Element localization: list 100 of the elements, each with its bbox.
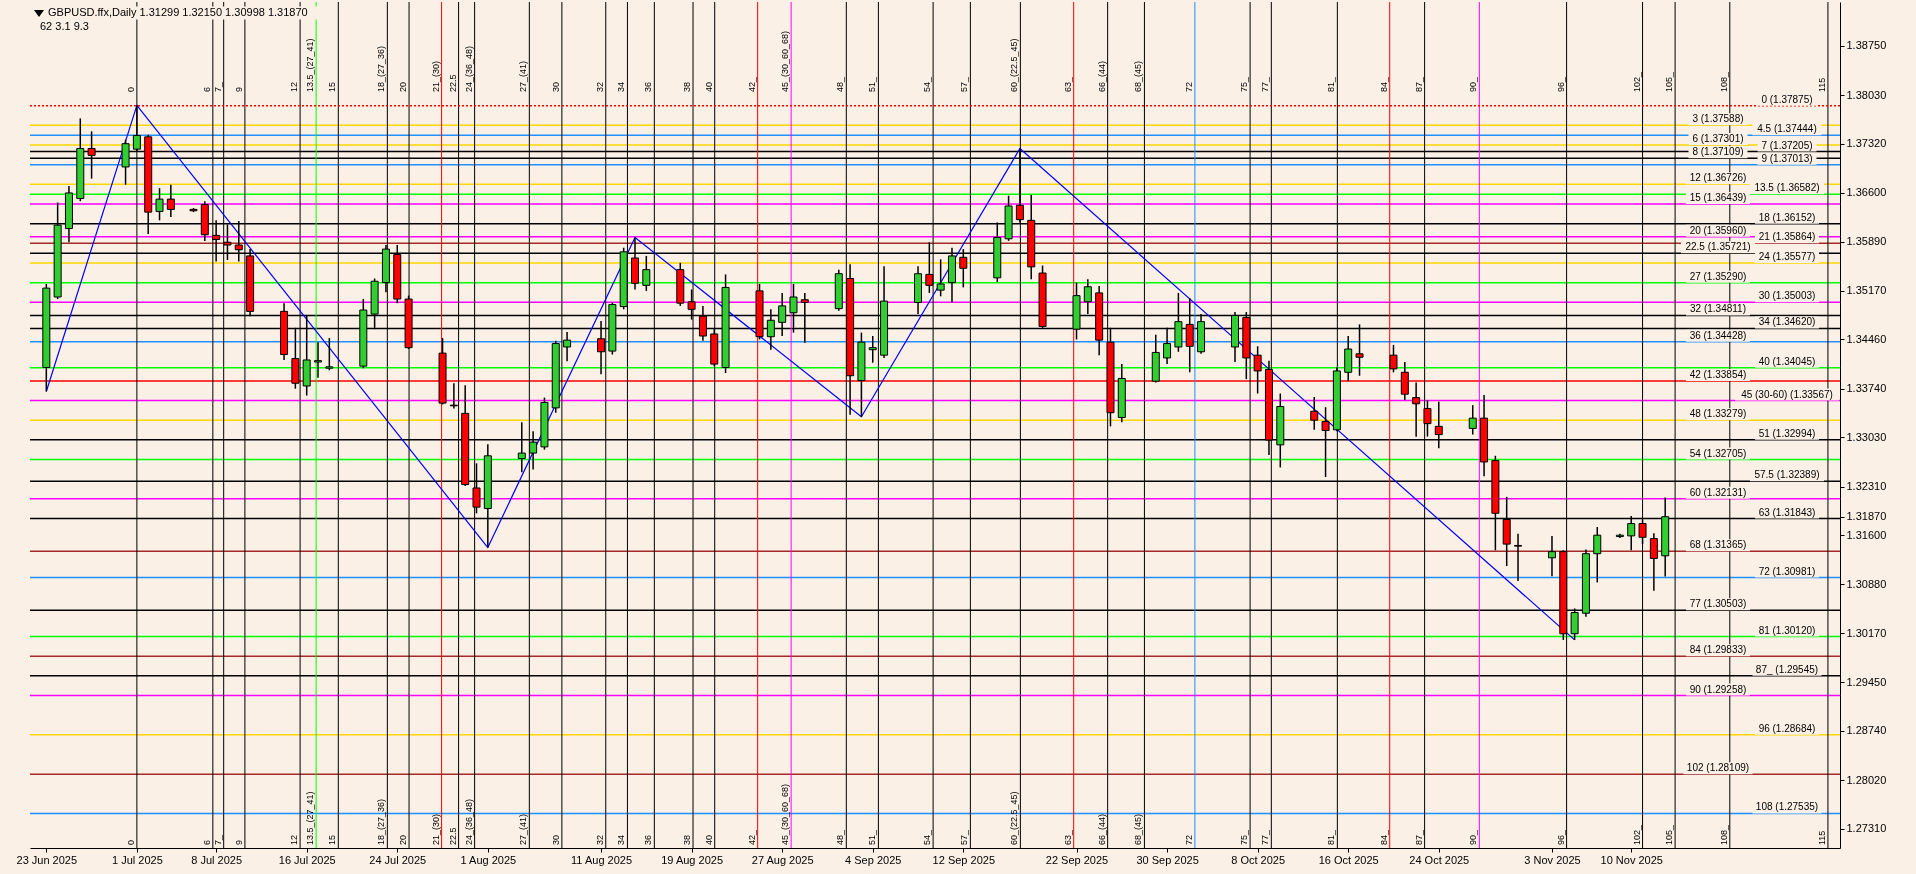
x-tick-label: 22 Sep 2025	[1045, 853, 1109, 866]
ref-line-label: 24 (1.35577)	[1758, 250, 1816, 262]
ref-line-label: 96 (1.28684)	[1758, 722, 1816, 734]
y-tick-label: 1.28740	[1846, 724, 1887, 737]
ref-line-label: 108_	[1718, 70, 1729, 92]
text: 102_	[1631, 824, 1642, 845]
y-tick-label: 1.37320	[1846, 137, 1887, 150]
x-tick-label: 16 Oct 2025	[1318, 853, 1379, 866]
ref-line-label: 27 (1.35290)	[1689, 270, 1747, 282]
ref-line-label: 15 (1.36439)	[1689, 191, 1747, 203]
ref-line-label: 102 (1.28109)	[1686, 762, 1750, 774]
text: 57_	[959, 829, 970, 845]
ref-line-label: 32 (1.34811)	[1690, 303, 1746, 315]
ref-line-label: 36 (1.34428)	[1689, 329, 1747, 341]
text: 22.5	[447, 827, 458, 845]
x-tick-label: 30 Sep 2025	[1136, 853, 1199, 866]
y-tick-label: 1.35890	[1846, 235, 1887, 248]
ref-line-label: 22.5	[447, 74, 458, 92]
ref-line-label: 75_	[1239, 75, 1250, 92]
ref-line-label: 18 (1.36152)	[1758, 211, 1816, 223]
x-tick-label: 11 Aug 2025	[571, 853, 633, 866]
ref-line-label: 12 (1.36726)	[1689, 172, 1747, 184]
x-tick-label: 23 Jun 2025	[16, 853, 78, 866]
ref-line-label: 4.5 (1.37444)	[1757, 123, 1817, 135]
y-tick-label: 1.35170	[1846, 284, 1887, 297]
ref-line-label: 45 (30-60) (1.33567)	[1741, 388, 1833, 400]
text: 87_	[1413, 829, 1424, 845]
ref-line-label: 9	[233, 86, 244, 92]
text: 63_	[1062, 829, 1073, 845]
text: 77_	[1260, 829, 1271, 845]
text: 54_	[922, 829, 933, 845]
ref-line-label: 40	[703, 81, 714, 92]
text: 66_(44)	[1096, 813, 1107, 845]
y-tick-label: 1.34460	[1846, 332, 1887, 345]
text: 51_	[867, 829, 878, 845]
ref-line-label: 60 (1.32131)	[1689, 486, 1747, 498]
y-tick-label: 1.29450	[1846, 675, 1887, 688]
x-tick-label: 27 Aug 2025	[751, 853, 814, 866]
text: 38	[682, 834, 693, 845]
ref-line-label: 34	[616, 81, 627, 92]
ref-line-label: 68 (1.31365)	[1689, 539, 1747, 551]
text: 6	[201, 839, 212, 845]
ref-line-label: 87_	[1413, 75, 1424, 92]
ref-line-label: 0 (1.37875)	[1761, 93, 1813, 105]
text: 81_	[1326, 829, 1337, 845]
ref-line-label: 24_(36_48)	[463, 45, 474, 92]
ref-line-label: 90 (1.29258)	[1689, 683, 1747, 695]
ref-line-label: 115	[1816, 77, 1827, 92]
text: 84_	[1378, 829, 1389, 845]
ref-line-label: 21 (1.35864)	[1758, 231, 1816, 243]
ref-line-label: 21_(30)	[430, 60, 441, 92]
text: 96_	[1555, 829, 1566, 845]
ref-line-label: 108 (1.27535)	[1755, 801, 1819, 813]
text: 115	[1816, 830, 1827, 845]
ref-line-label: 13.5_(27_41)	[305, 38, 316, 92]
ref-line-label: 66_(44)	[1096, 60, 1107, 92]
x-tick-label: 12 Sep 2025	[932, 853, 995, 866]
text: 62 3.1 9.3	[40, 20, 89, 32]
ref-line-label: 34 (1.34620)	[1758, 316, 1816, 328]
ref-line-label: 0	[125, 86, 136, 92]
x-tick-label: 24 Oct 2025	[1409, 853, 1470, 866]
text: 21_(30)	[430, 813, 441, 845]
ref-line-label: 68_(45)	[1133, 60, 1144, 92]
x-tick-label: 19 Aug 2025	[661, 853, 723, 866]
ref-line-label: 57.5 (1.32389)	[1754, 469, 1820, 481]
x-tick-label: 4 Sep 2025	[845, 853, 902, 866]
text: 105_	[1664, 824, 1675, 845]
x-tick-label: 24 Jul 2025	[369, 853, 427, 866]
text: 48_	[835, 829, 846, 845]
ref-line-label: 48 (1.33279)	[1689, 408, 1747, 420]
text: 75_	[1239, 829, 1250, 845]
ref-line-label: 60_(22.5_45)	[1009, 38, 1020, 92]
y-tick-label: 1.31600	[1846, 528, 1887, 541]
ref-line-label: 63 (1.31843)	[1758, 506, 1816, 518]
text: 9	[233, 839, 244, 845]
ref-line-label: 36	[643, 81, 654, 92]
y-tick-label: 1.36600	[1846, 186, 1887, 199]
ref-line-label: 51_	[867, 75, 878, 92]
y-tick-label: 1.28020	[1846, 773, 1887, 786]
text: 7_	[212, 834, 223, 845]
ref-line-label: 63_	[1062, 75, 1073, 92]
ref-line-label: 3 (1.37588)	[1692, 113, 1744, 125]
text: 13.5_(27_41)	[305, 791, 316, 845]
ref-line-label: 72	[1183, 81, 1194, 92]
ref-line-label: 57_	[959, 75, 970, 92]
text: 40	[703, 834, 714, 845]
ref-line-label: 8 (1.37109)	[1692, 146, 1744, 158]
ref-line-label: 77_	[1260, 75, 1271, 92]
ref-line-label: 84 (1.29833)	[1689, 644, 1747, 656]
y-tick-label: 1.38030	[1846, 88, 1887, 101]
ref-line-label: 54 (1.32705)	[1689, 447, 1747, 459]
ref-line-label: 7 (1.37205)	[1761, 139, 1813, 151]
text: 32	[594, 834, 605, 845]
ref-line-label: 12	[289, 81, 300, 92]
text: 42_	[746, 829, 757, 845]
y-tick-label: 1.27310	[1846, 822, 1887, 835]
ref-line-label: 18_(27_36)	[376, 45, 387, 92]
y-tick-label: 1.30170	[1846, 626, 1887, 639]
text: 27_(41)	[518, 813, 529, 845]
ref-line-label: 81 (1.30120)	[1758, 624, 1816, 636]
